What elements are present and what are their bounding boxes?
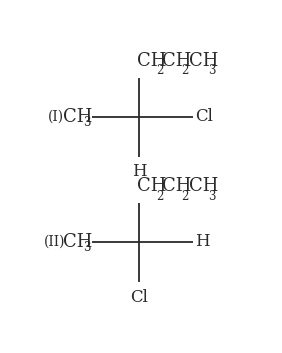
Text: CH: CH [162, 52, 191, 70]
Text: 3: 3 [83, 116, 90, 129]
Text: 3: 3 [208, 64, 215, 77]
Text: H: H [195, 233, 210, 250]
Text: CH: CH [189, 177, 218, 195]
Text: 2: 2 [156, 64, 164, 77]
Text: CH: CH [63, 233, 93, 251]
Text: 3: 3 [83, 241, 90, 254]
Text: 2: 2 [181, 190, 189, 203]
Text: CH: CH [137, 52, 166, 70]
Text: CH: CH [63, 108, 93, 126]
Text: Cl: Cl [195, 108, 213, 125]
Text: (I): (I) [49, 110, 65, 124]
Text: 2: 2 [181, 64, 189, 77]
Text: CH: CH [137, 177, 166, 195]
Text: 3: 3 [208, 190, 215, 203]
Text: CH: CH [162, 177, 191, 195]
Text: H: H [132, 163, 146, 180]
Text: 2: 2 [156, 190, 164, 203]
Text: (II): (II) [44, 235, 65, 249]
Text: CH: CH [189, 52, 218, 70]
Text: Cl: Cl [130, 289, 148, 306]
